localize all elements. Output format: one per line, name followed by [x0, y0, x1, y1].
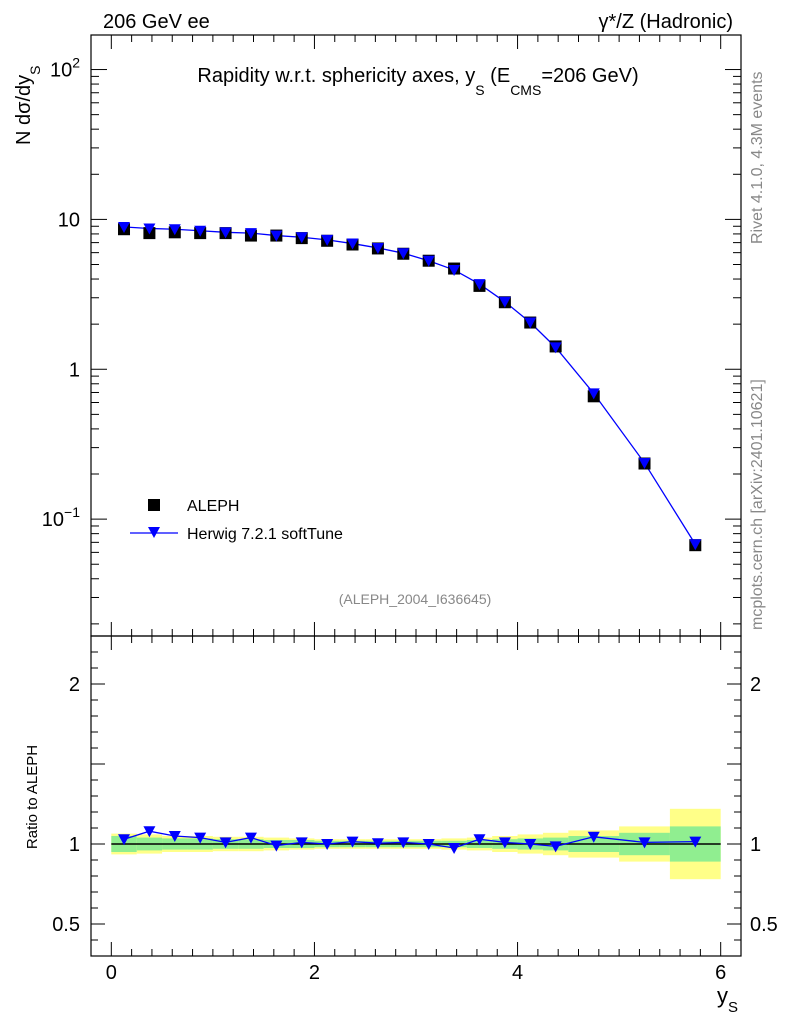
herwig-ratio-point [498, 837, 511, 849]
ratio-y-tick-label-right: 0.5 [750, 914, 778, 936]
y-tick-label: 10−1 [42, 504, 80, 531]
herwig-ratio-point [346, 836, 359, 848]
x-tick-label: 2 [309, 962, 320, 984]
herwig-point [143, 223, 156, 235]
herwig-ratio-point [194, 832, 207, 844]
herwig-ratio-point [143, 826, 156, 838]
y-tick-label-exponent: 2 [72, 55, 80, 71]
herwig-point [346, 238, 359, 250]
herwig-point [587, 388, 600, 400]
y-tick-label-base: 10 [58, 209, 80, 231]
legend-marker-herwig [148, 527, 160, 538]
y-tick-label: 102 [50, 55, 80, 82]
herwig-ratio-point [219, 837, 232, 849]
herwig-point [194, 225, 207, 237]
herwig-point [473, 279, 486, 291]
x-tick-label: 4 [512, 962, 523, 984]
rivet-label: Rivet 4.1.0, 4.3M events [749, 71, 766, 244]
herwig-point [689, 539, 702, 551]
herwig-ratio-point [689, 836, 702, 848]
ratio-y-tick-label-right: 2 [750, 674, 761, 696]
analysis-id-label: (ALEPH_2004_I636645) [339, 591, 492, 607]
ratio-y-tick-label-left: 0.5 [52, 914, 80, 936]
energy-label: 206 GeV ee [103, 11, 210, 33]
herwig-ratio-point [371, 838, 384, 850]
ratio-plot-frame [90, 635, 742, 957]
y-tick-label-base: 10 [50, 60, 72, 82]
herwig-point [524, 317, 537, 329]
y-tick-label-exponent: −1 [64, 504, 80, 520]
herwig-point [118, 221, 131, 233]
y-tick-label: 1 [69, 359, 80, 381]
herwig-ratio-point [270, 840, 283, 852]
herwig-ratio-point [168, 831, 181, 842]
ratio-y-tick-label-left: 1 [69, 834, 80, 856]
x-axis-label: yS [717, 983, 738, 1016]
legend-marker-aleph [148, 499, 160, 511]
legend-label-herwig: Herwig 7.2.1 softTune [187, 526, 343, 543]
herwig-ratio-point [448, 843, 461, 854]
herwig-point [270, 230, 283, 242]
ratio-panel: 2 2 1 1 0.5 0.5 0 2 4 6 [52, 635, 778, 984]
herwig-ratio-point [587, 831, 600, 843]
herwig-point [321, 234, 334, 246]
main-plot-frame [90, 34, 742, 637]
x-tick-label: 6 [715, 962, 726, 984]
process-label: γ*/Z (Hadronic) [599, 11, 733, 33]
herwig-ratio-point [118, 834, 131, 846]
ratio-y-tick-label-right: 1 [750, 834, 761, 856]
mcplots-label: mcplots.cern.ch [arXiv:2401.10621] [749, 379, 766, 630]
y-tick-label: 10 [58, 209, 80, 231]
herwig-point [244, 228, 257, 240]
herwig-ratio-point [295, 837, 308, 849]
legend-label-aleph: ALEPH [187, 498, 239, 515]
herwig-point [219, 227, 232, 239]
herwig-point [638, 457, 651, 469]
herwig-point [295, 232, 308, 244]
herwig-point [371, 242, 384, 254]
herwig-ratio-point [397, 837, 410, 849]
plot-title: Rapidity w.r.t. sphericity axes, yS (ECM… [197, 65, 638, 98]
herwig-ratio-point [524, 839, 537, 850]
y-axis-label: N dσ/dyS [13, 66, 43, 146]
x-tick-label: 0 [106, 962, 117, 984]
ratio-y-axis-label: Ratio to ALEPH [24, 745, 41, 849]
herwig-ratio-point [244, 832, 257, 844]
herwig-ratio-point [422, 839, 435, 850]
herwig-ratio-point [638, 837, 651, 849]
herwig-ratio-point [321, 839, 334, 850]
y-tick-label-base: 1 [69, 359, 80, 381]
herwig-point [397, 248, 410, 260]
herwig-point [422, 255, 435, 267]
y-tick-label-base: 10 [42, 509, 64, 531]
ratio-y-tick-label-left: 2 [69, 674, 80, 696]
herwig-point [168, 224, 181, 236]
herwig-point [498, 296, 511, 308]
herwig-ratio-point [473, 834, 486, 846]
legend: ALEPH Herwig 7.2.1 softTune [130, 498, 343, 543]
herwig-line [123, 226, 696, 545]
herwig-point [549, 342, 562, 354]
herwig-point [448, 264, 461, 276]
herwig-ratio-point [549, 841, 562, 853]
